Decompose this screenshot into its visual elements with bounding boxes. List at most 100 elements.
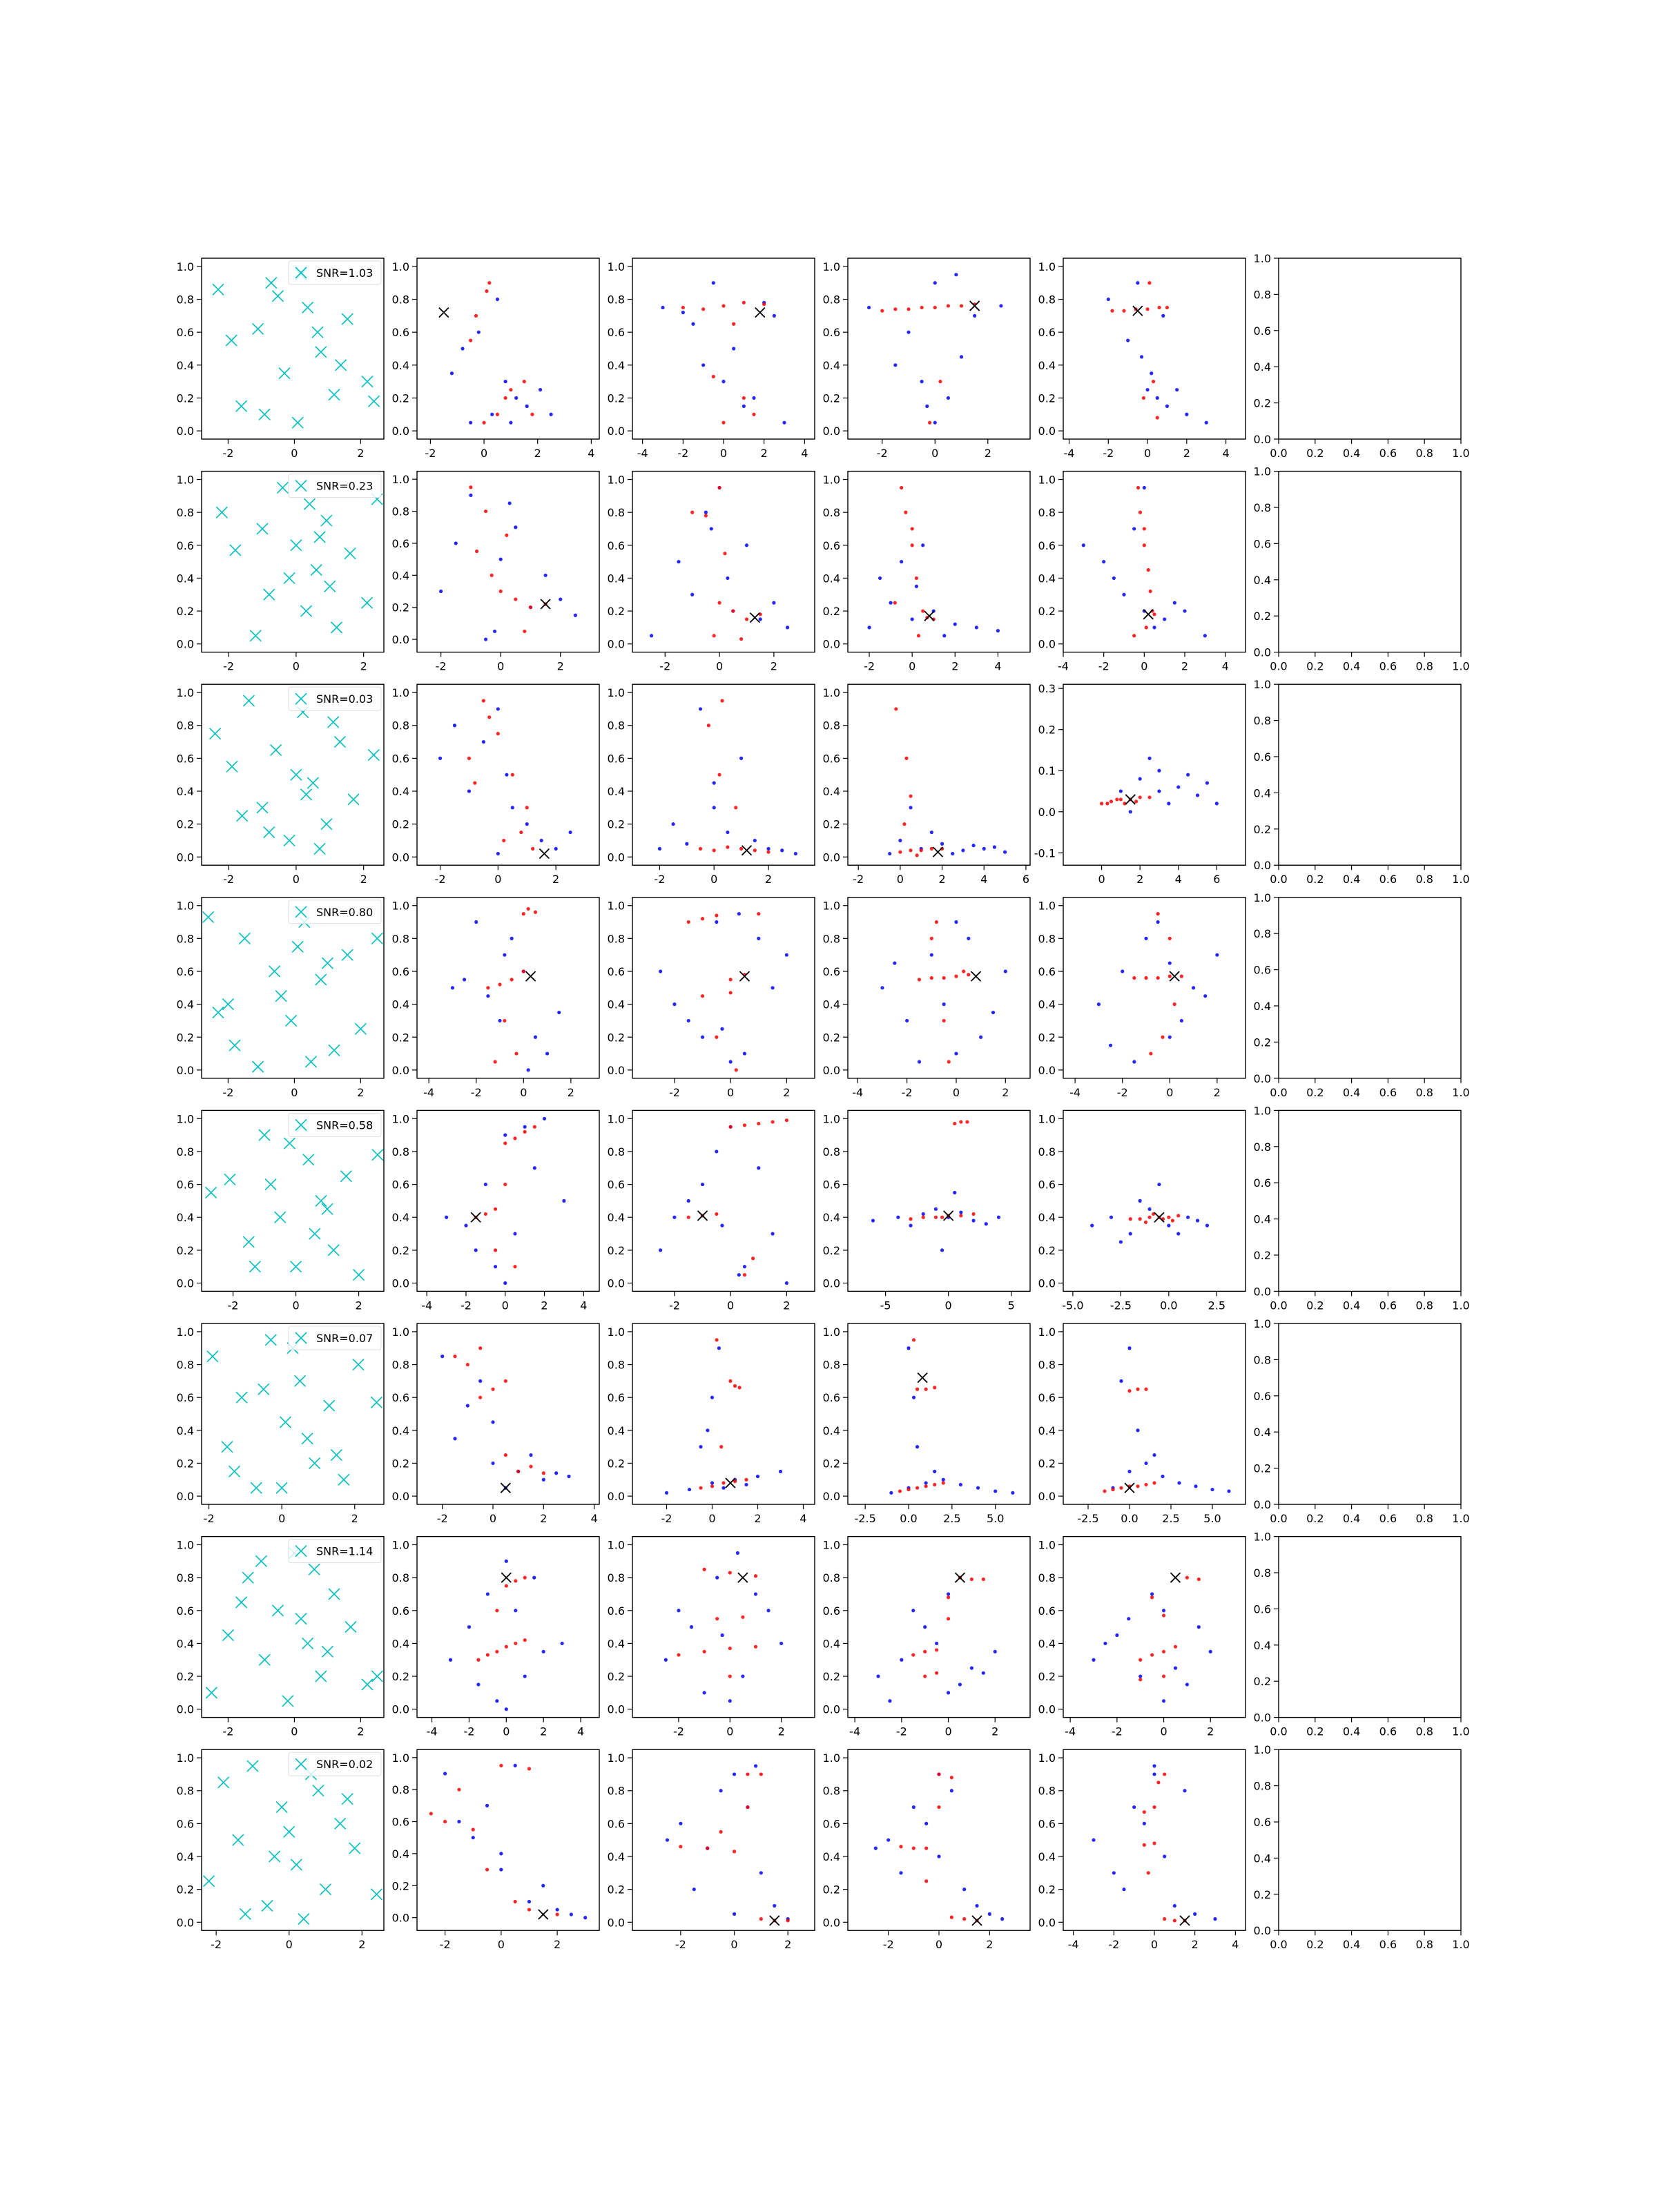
legend-marker (295, 1545, 307, 1558)
x-tick-label: 0.6 (1379, 1299, 1397, 1312)
point (721, 1481, 726, 1485)
point (1179, 1915, 1190, 1926)
point (249, 630, 262, 642)
point (485, 1803, 490, 1807)
point (962, 1917, 967, 1921)
axes-frame (1278, 258, 1462, 440)
point (1144, 976, 1148, 980)
point (549, 412, 553, 416)
point (258, 408, 271, 420)
point (1003, 969, 1007, 973)
point (1156, 976, 1160, 980)
point (507, 501, 512, 505)
legend-marker (295, 1332, 307, 1344)
point (503, 1141, 507, 1145)
legend-box (288, 260, 382, 285)
legend-label: SNR=0.58 (316, 1118, 373, 1132)
point (525, 822, 529, 826)
y-tick-label: 0.2 (1254, 1036, 1271, 1049)
point (753, 1764, 758, 1768)
point (453, 1355, 457, 1359)
point (225, 334, 238, 347)
point (457, 1819, 461, 1824)
point (715, 1617, 719, 1621)
point (959, 1214, 963, 1218)
point (498, 589, 503, 594)
point (324, 580, 336, 592)
point (762, 302, 766, 307)
y-tick-label: 0.6 (608, 965, 625, 978)
point (987, 1912, 991, 1916)
point (1148, 589, 1152, 594)
point (679, 1845, 683, 1849)
plot-area (438, 281, 553, 425)
point (982, 846, 986, 851)
point (490, 412, 494, 416)
point (706, 724, 710, 728)
x-tick-label: 0 (1160, 1725, 1167, 1738)
x-tick-label: -2 (222, 1086, 233, 1099)
point (1142, 527, 1146, 531)
point (933, 1207, 938, 1211)
point (290, 768, 302, 781)
x-tick-label: 0.8 (1415, 1938, 1433, 1951)
y-tick-label: 0.2 (823, 605, 840, 618)
y-tick-label: 0.1 (1038, 764, 1056, 777)
legend-box (288, 686, 382, 711)
y-tick-label: 0.2 (177, 1031, 194, 1044)
axes-frame (847, 897, 1031, 1079)
y-tick-label: 0.2 (608, 1457, 625, 1470)
axes-frame (201, 470, 385, 653)
point (731, 609, 735, 613)
point (531, 846, 535, 851)
y-tick-label: 1.0 (608, 260, 625, 273)
point (909, 1223, 913, 1228)
y-tick-label: 0.6 (177, 539, 194, 552)
point (361, 376, 374, 388)
x-tick-label: -2 (211, 1938, 222, 1951)
point (1176, 1214, 1181, 1218)
point (449, 371, 454, 376)
point (320, 818, 333, 831)
point (1167, 961, 1172, 965)
y-tick-label: 1.0 (823, 686, 840, 699)
y-tick-label: 0.2 (608, 605, 625, 618)
x-tick-label: 0 (945, 1299, 952, 1312)
plot-area (440, 1346, 571, 1493)
y-tick-label: 0.4 (823, 1850, 840, 1863)
point (932, 846, 944, 857)
x-tick-label: 1.0 (1452, 873, 1469, 886)
subplot: -4 -2 0 2 0.0 0.2 0.4 0.6 0.8 1.0 (823, 897, 1031, 1099)
point (469, 493, 473, 497)
point (759, 1917, 763, 1921)
point (1146, 1871, 1150, 1875)
point (221, 1441, 233, 1453)
point (1115, 1633, 1119, 1638)
point (439, 589, 443, 594)
plot-area (659, 1118, 788, 1286)
point (934, 920, 939, 924)
point (1173, 1666, 1178, 1670)
point (712, 781, 716, 785)
point (483, 509, 488, 514)
y-tick-label: 0.0 (1038, 1916, 1056, 1929)
x-tick-label: 2 (1136, 873, 1143, 886)
x-tick-label: 0.2 (1306, 1086, 1324, 1099)
point (1152, 612, 1156, 617)
point (924, 1481, 928, 1485)
point (1132, 305, 1143, 316)
x-tick-label: 0.0 (1270, 1299, 1287, 1312)
point (710, 1481, 715, 1485)
point (663, 1658, 668, 1662)
point (1155, 396, 1159, 400)
point (672, 1002, 677, 1007)
y-tick-label: 0.6 (608, 326, 625, 339)
point (469, 338, 473, 342)
point (876, 1674, 880, 1678)
x-tick-label: -4 (1068, 1938, 1079, 1951)
point (917, 978, 922, 982)
y-tick-label: 0.0 (177, 851, 194, 864)
point (742, 1123, 747, 1127)
point (478, 1379, 483, 1383)
y-tick-label: 0.6 (392, 1604, 409, 1618)
